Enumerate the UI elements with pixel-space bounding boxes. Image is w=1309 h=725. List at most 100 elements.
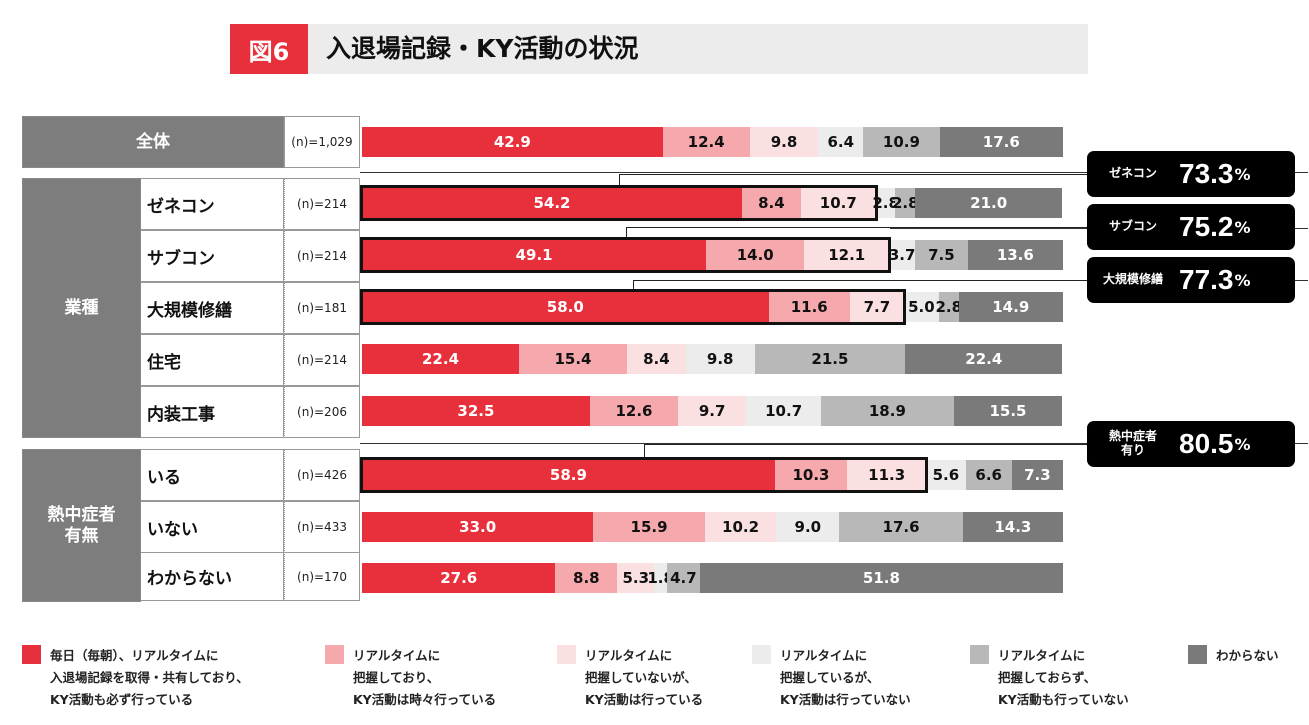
sample-size: (n)=214 [284, 178, 360, 230]
data-label: 5.0 [908, 298, 935, 316]
legend-label: リアルタイムに 把握していないが、 KY活動は行っている [585, 648, 704, 707]
data-label: 6.6 [975, 466, 1002, 484]
sample-size: (n)=206 [284, 386, 360, 438]
data-label: 11.3 [868, 466, 906, 484]
sample-size: (n)=433 [284, 501, 360, 553]
legend-item: 毎日（毎朝）、リアルタイムに 入退場記録を取得・共有しており、 KY活動も必ず行… [22, 645, 249, 711]
bar-segment: 14.3 [962, 512, 1063, 542]
data-label: 15.4 [554, 350, 592, 368]
data-label: 27.6 [440, 569, 478, 587]
annotation-unit: % [1234, 217, 1251, 237]
legend-swatch [22, 645, 41, 664]
annotation-callout: ゼネコン 73.3% [1087, 151, 1295, 197]
bar-segment: 7.7 [849, 292, 904, 322]
annotation-label: サブコン [1108, 219, 1157, 234]
row-label: いない [141, 501, 284, 553]
data-label: 10.3 [792, 466, 830, 484]
data-label: 14.3 [994, 518, 1032, 536]
data-label: 8.4 [643, 350, 670, 368]
data-label: 21.0 [970, 194, 1008, 212]
bar-segment: 27.6 [362, 563, 556, 593]
data-label: 14.0 [736, 246, 774, 264]
data-label: 12.1 [828, 246, 866, 264]
bar-segment: 1.8 [647, 563, 674, 593]
row-label: いる [141, 449, 284, 501]
bar-segment: 10.3 [774, 460, 848, 490]
bar-segment: 10.2 [704, 512, 777, 542]
bar-segment: 22.4 [905, 344, 1063, 374]
leader-line [644, 444, 1087, 445]
legend-swatch [970, 645, 989, 664]
data-label: 22.4 [422, 350, 460, 368]
data-label: 18.9 [868, 402, 906, 420]
data-label: 3.7 [888, 246, 916, 264]
annotation-value: 77.3 [1179, 264, 1234, 295]
data-label: 2.8 [935, 298, 963, 316]
data-label: 32.5 [457, 402, 495, 420]
data-label: 11.6 [790, 298, 828, 316]
data-label: 42.9 [493, 133, 531, 151]
sample-size: (n)=214 [284, 334, 360, 386]
bar-segment: 14.0 [706, 240, 805, 270]
data-label: 14.9 [992, 298, 1030, 316]
data-label: 10.7 [765, 402, 803, 420]
data-label: 7.5 [928, 246, 955, 264]
bar-segment: 13.6 [967, 240, 1063, 270]
legend-swatch [557, 645, 576, 664]
bar-segment: 10.7 [746, 396, 822, 426]
bar-segment: 2.8 [892, 188, 919, 218]
bar-segment: 8.8 [555, 563, 618, 593]
bar-segment: 58.9 [362, 460, 775, 490]
data-label: 9.8 [770, 133, 798, 151]
annotation-value: 73.3 [1179, 158, 1234, 189]
bar-segment: 11.3 [847, 460, 927, 490]
bar-segment: 9.7 [678, 396, 747, 426]
data-label: 10.2 [722, 518, 760, 536]
data-label: 15.9 [630, 518, 668, 536]
bar-segment: 9.0 [776, 512, 840, 542]
leader-line [644, 444, 646, 457]
row-label: 内装工事 [141, 386, 284, 438]
bar-segment: 9.8 [749, 127, 819, 157]
data-label: 12.6 [615, 402, 653, 420]
data-label: 12.4 [687, 133, 725, 151]
data-label: 15.5 [989, 402, 1027, 420]
legend-item: リアルタイムに 把握していないが、 KY活動は行っている [557, 645, 703, 711]
leader-line [632, 280, 634, 289]
legend-swatch [752, 645, 771, 664]
data-label: 10.9 [882, 133, 920, 151]
bar-segment: 42.9 [362, 127, 663, 157]
annotation-callout: サブコン 75.2% [1087, 204, 1295, 250]
leader-line [625, 227, 627, 237]
annotation-label: 熱中症者 有り [1108, 429, 1157, 457]
data-label: 21.5 [811, 350, 849, 368]
legend-swatch [325, 645, 344, 664]
data-label: 5.3 [622, 569, 650, 587]
bar-segment: 5.6 [926, 460, 966, 490]
bar-segment: 5.0 [903, 292, 939, 322]
annotation-unit: % [1234, 270, 1251, 290]
annotation-label: ゼネコン [1109, 166, 1157, 181]
group-separator [360, 443, 1308, 444]
legend-label: 毎日（毎朝）、リアルタイムに 入退場記録を取得・共有しており、 KY活動も必ず行… [50, 648, 249, 707]
annotation-unit: % [1234, 164, 1251, 184]
bar-segment: 8.4 [741, 188, 801, 218]
leader-line [632, 280, 1087, 281]
figure-number-badge: 図6 [230, 24, 308, 74]
legend-label: わからない [1216, 648, 1279, 663]
bar-segment: 12.1 [804, 240, 890, 270]
data-label: 6.4 [827, 133, 855, 151]
bar-segment: 49.1 [362, 240, 707, 270]
data-label: 2.8 [872, 194, 899, 212]
data-label: 9.7 [698, 402, 726, 420]
group-label-heatstroke: 熱中症者 有無 [22, 449, 141, 602]
data-label: 13.6 [996, 246, 1034, 264]
data-label: 10.7 [819, 194, 857, 212]
data-label: 2.8 [891, 194, 919, 212]
leader-line [618, 174, 1087, 175]
sample-size: (n)=181 [284, 282, 360, 334]
data-label: 49.1 [515, 246, 553, 264]
data-label: 7.3 [1024, 466, 1051, 484]
annotation-callout: 熱中症者 有り 80.5% [1087, 421, 1295, 467]
bar-segment: 58.0 [362, 292, 769, 322]
